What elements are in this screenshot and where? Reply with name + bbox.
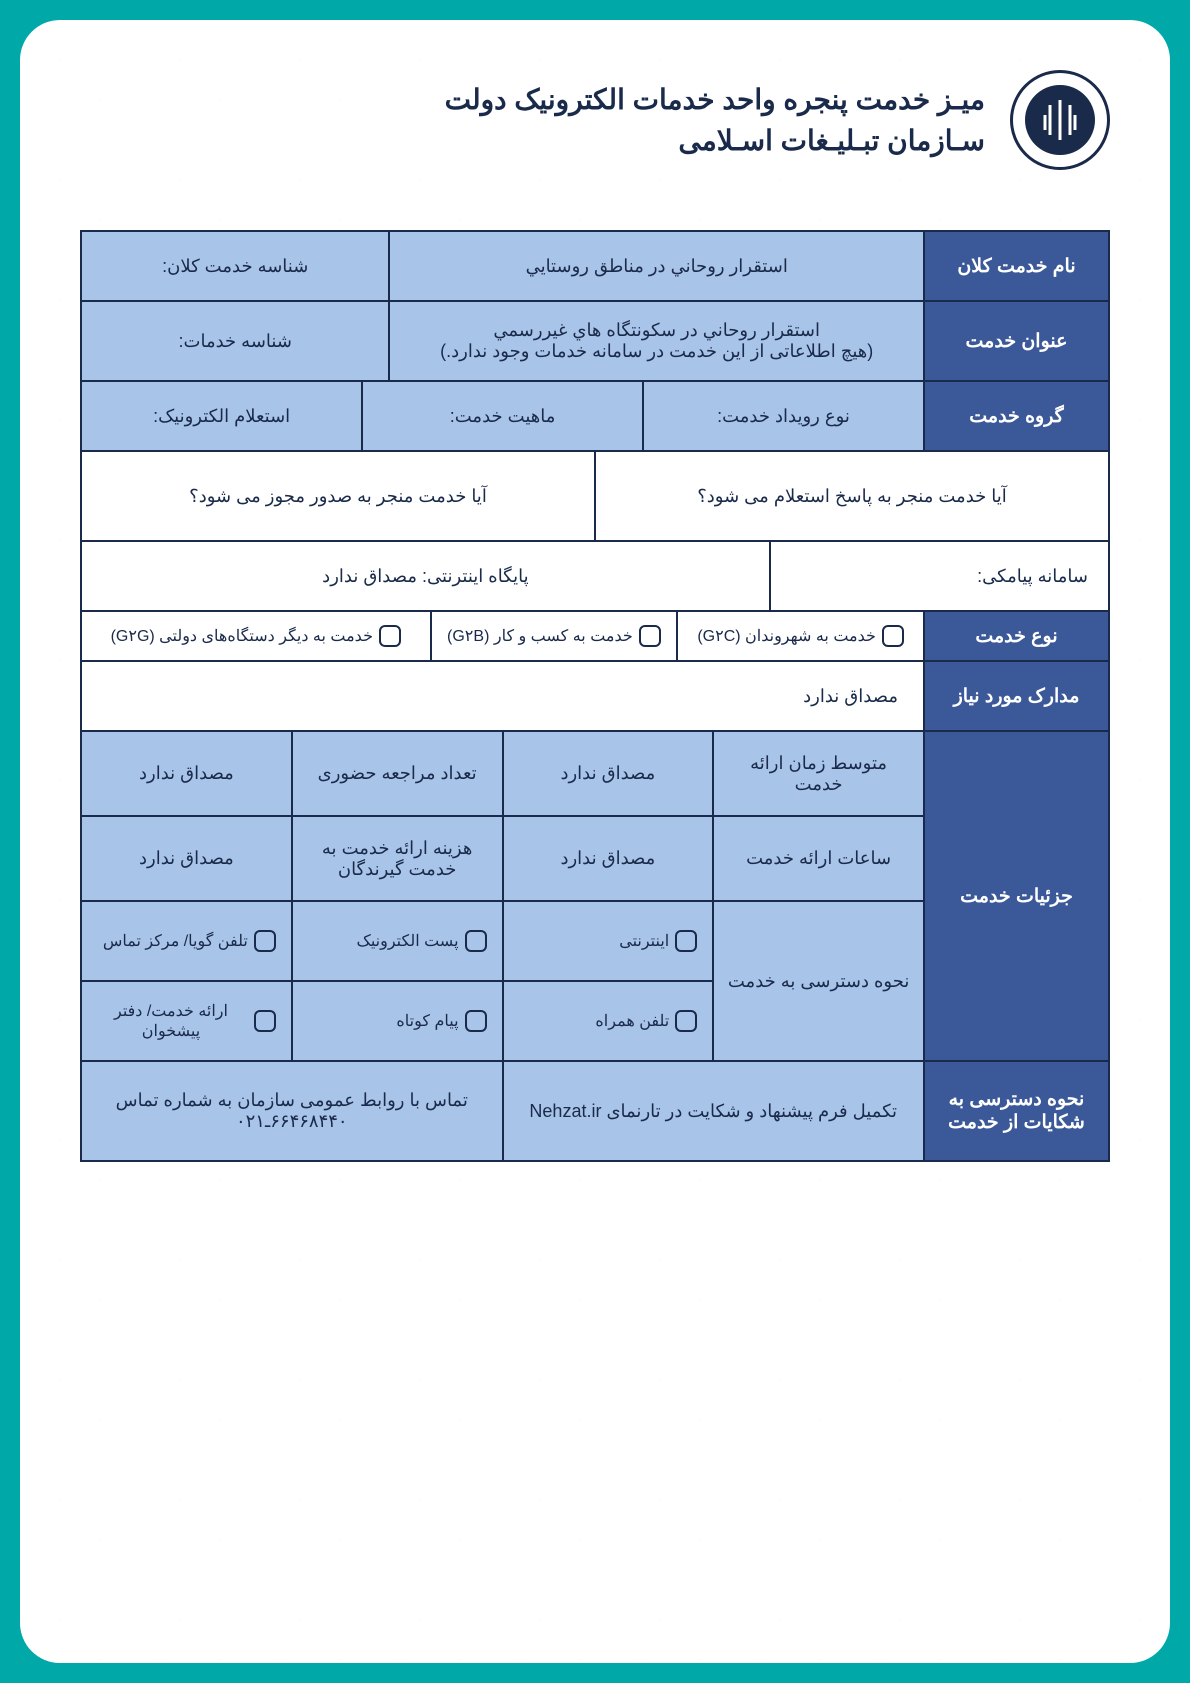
g2g-checkbox-item[interactable]: خدمت به دیگر دستگاه‌های دولتی (G۲G) (111, 625, 401, 647)
email-checkbox[interactable]: پست الکترونیک (357, 930, 487, 952)
website-label: پایگاه اینترنتی: مصداق ندارد (81, 541, 770, 611)
macro-service-label: نام خدمت کلان (924, 231, 1109, 301)
row-sms-web: سامانه پیامکی: پایگاه اینترنتی: مصداق ند… (81, 541, 1109, 611)
macro-service-id-label: شناسه خدمت کلان: (81, 231, 389, 301)
g2c-checkbox-item[interactable]: خدمت به شهروندان (G۲C) (697, 625, 904, 647)
checkbox-icon (379, 625, 401, 647)
required-docs-label: مدارک مورد نیاز (924, 661, 1109, 731)
g2b-text: خدمت به کسب و کار (G۲B) (447, 626, 633, 646)
g2c-option: خدمت به شهروندان (G۲C) (677, 611, 924, 661)
access-row-top: اینترنتی پست الکترونیک (81, 901, 713, 981)
inner-page: میـز خدمت پنجره واحد خدمات الکترونیک دول… (20, 20, 1170, 1663)
sms-system-label: سامانه پیامکی: (770, 541, 1109, 611)
complaints-phone: تماس با روابط عمومی سازمان به شماره تماس… (81, 1061, 502, 1161)
g2g-text: خدمت به دیگر دستگاه‌های دولتی (G۲G) (111, 626, 373, 646)
details-label: جزئیات خدمت (924, 731, 1109, 1061)
hours-label: ساعات ارائه خدمت (713, 816, 924, 901)
access-row-bottom: تلفن همراه پیام کوتاه (81, 981, 713, 1061)
inquiry-question: آیا خدمت منجر به پاسخ استعلام می شود؟ (595, 451, 1109, 541)
hours-value: مصداق ندارد (503, 816, 714, 901)
checkbox-icon (465, 930, 487, 952)
row-complaints: نحوه دسترسی به شکایات از خدمت تکمیل فرم … (81, 1061, 1109, 1161)
internet-checkbox[interactable]: اینترنتی (619, 930, 697, 952)
row-macro-service: نام خدمت کلان استقرار روحاني در مناطق رو… (81, 231, 1109, 301)
outer-frame: میـز خدمت پنجره واحد خدمات الکترونیک دول… (0, 0, 1190, 1683)
email-text: پست الکترونیک (357, 931, 459, 951)
header-title-line2: سـازمان تبـلیـغات اسـلامی (445, 124, 985, 157)
details-content: متوسط زمان ارائه خدمت مصداق ندارد تعداد … (81, 731, 924, 1061)
details-row2: ساعات ارائه خدمت مصداق ندارد هزینه ارائه… (81, 816, 924, 901)
details-row1: متوسط زمان ارائه خدمت مصداق ندارد تعداد … (81, 731, 924, 816)
g2b-option: خدمت به کسب و کار (G۲B) (431, 611, 678, 661)
nature-label: ماهیت خدمت: (362, 381, 643, 451)
checkbox-icon (254, 1010, 276, 1032)
access-office: ارائه خدمت/ دفتر پیشخوان (81, 981, 292, 1061)
access-mobile: تلفن همراه (503, 981, 714, 1061)
service-group-label: گروه خدمت (924, 381, 1109, 451)
mobile-text: تلفن همراه (595, 1011, 669, 1031)
office-text: ارائه خدمت/ دفتر پیشخوان (94, 1001, 248, 1041)
visits-value: مصداق ندارد (81, 731, 292, 816)
visits-label: تعداد مراجعه حضوری (292, 731, 503, 816)
macro-service-value: استقرار روحاني در مناطق روستايي (389, 231, 924, 301)
complaints-label: نحوه دسترسی به شکایات از خدمت (924, 1061, 1109, 1161)
logo-circle (1010, 70, 1110, 170)
logo-icon (1025, 85, 1095, 155)
g2g-option: خدمت به دیگر دستگاه‌های دولتی (G۲G) (81, 611, 431, 661)
content-area: میـز خدمت پنجره واحد خدمات الکترونیک دول… (20, 20, 1170, 1212)
checkbox-icon (465, 1010, 487, 1032)
g2b-checkbox-item[interactable]: خدمت به کسب و کار (G۲B) (447, 625, 661, 647)
checkbox-icon (675, 930, 697, 952)
access-sms: پیام کوتاه (292, 981, 503, 1061)
row-inquiry-permit: آیا خدمت منجر به پاسخ استعلام می شود؟ آی… (81, 451, 1109, 541)
office-checkbox[interactable]: ارائه خدمت/ دفتر پیشخوان (94, 1001, 276, 1041)
cost-value: مصداق ندارد (81, 816, 292, 901)
checkbox-icon (882, 625, 904, 647)
row-details-block: جزئیات خدمت متوسط زمان ارائه خدمت مصداق … (81, 731, 1109, 1061)
einquiry-label: استعلام الکترونیک: (81, 381, 362, 451)
service-table: نام خدمت کلان استقرار روحاني در مناطق رو… (80, 230, 1110, 1162)
checkbox-icon (675, 1010, 697, 1032)
row-service-title: عنوان خدمت استقرار روحاني در سکونتگاه ها… (81, 301, 1109, 381)
cost-label: هزینه ارائه خدمت به خدمت گیرندگان (292, 816, 503, 901)
access-email: پست الکترونیک (292, 901, 503, 981)
service-title-value: استقرار روحاني در سکونتگاه هاي غيررسمي (… (389, 301, 924, 381)
row-service-type: نوع خدمت خدمت به شهروندان (G۲C) خدمت به … (81, 611, 1109, 661)
access-options-block: اینترنتی پست الکترونیک (81, 901, 713, 1061)
internet-text: اینترنتی (619, 931, 669, 951)
sms-checkbox[interactable]: پیام کوتاه (396, 1010, 486, 1032)
service-type-label: نوع خدمت (924, 611, 1109, 661)
permit-question: آیا خدمت منجر به صدور مجوز می شود؟ (81, 451, 595, 541)
event-type-label: نوع رویداد خدمت: (643, 381, 924, 451)
checkbox-icon (254, 930, 276, 952)
avg-time-value: مصداق ندارد (503, 731, 714, 816)
ivr-checkbox[interactable]: تلفن گویا/ مرکز تماس (103, 930, 276, 952)
mobile-checkbox[interactable]: تلفن همراه (595, 1010, 697, 1032)
ivr-text: تلفن گویا/ مرکز تماس (103, 931, 248, 951)
complaints-form: تکمیل فرم پیشنهاد و شکایت در تارنمای Neh… (503, 1061, 924, 1161)
sms-text: پیام کوتاه (396, 1011, 458, 1031)
header-text-block: میـز خدمت پنجره واحد خدمات الکترونیک دول… (445, 83, 985, 157)
access-internet: اینترنتی (503, 901, 714, 981)
header-title-line1: میـز خدمت پنجره واحد خدمات الکترونیک دول… (445, 83, 985, 116)
access-ivr: تلفن گویا/ مرکز تماس (81, 901, 292, 981)
emblem-icon (1035, 95, 1085, 145)
avg-time-label: متوسط زمان ارائه خدمت (713, 731, 924, 816)
details-access-row: نحوه دسترسی به خدمت اینترنتی پ (81, 901, 924, 1061)
service-title-label: عنوان خدمت (924, 301, 1109, 381)
checkbox-icon (639, 625, 661, 647)
service-id-label: شناسه خدمات: (81, 301, 389, 381)
row-required-docs: مدارک مورد نیاز مصداق ندارد (81, 661, 1109, 731)
row-service-group: گروه خدمت نوع رویداد خدمت: ماهیت خدمت: ا… (81, 381, 1109, 451)
page-header: میـز خدمت پنجره واحد خدمات الکترونیک دول… (80, 70, 1110, 170)
g2c-text: خدمت به شهروندان (G۲C) (697, 626, 876, 646)
required-docs-value: مصداق ندارد (81, 661, 924, 731)
access-label: نحوه دسترسی به خدمت (713, 901, 924, 1061)
